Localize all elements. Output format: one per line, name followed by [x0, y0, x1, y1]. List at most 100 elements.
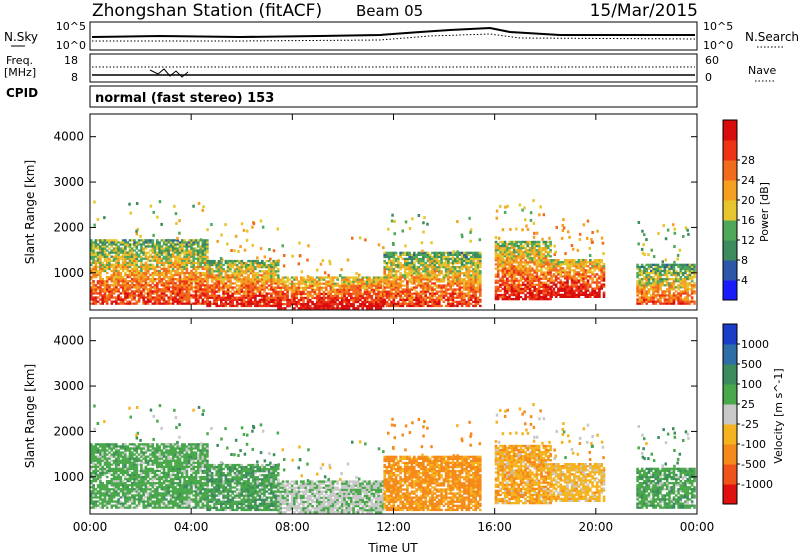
- echo-cell: [518, 203, 522, 207]
- echo-cell: [636, 302, 639, 305]
- echo-cell: [517, 240, 520, 244]
- echo-cell: [417, 278, 421, 281]
- echo-cell: [359, 284, 362, 287]
- echo-cell: [279, 296, 282, 300]
- echo-cell: [265, 274, 269, 277]
- echo-cell: [290, 294, 294, 298]
- echo-cell: [153, 251, 157, 254]
- echo-cell: [190, 276, 193, 279]
- echo-cell: [517, 291, 520, 295]
- echo-cell: [528, 275, 532, 278]
- echo-cell: [117, 249, 120, 252]
- echo-cell: [112, 273, 116, 277]
- echo-cell: [183, 292, 186, 295]
- echo-cell: [320, 305, 323, 308]
- echo-cell: [431, 261, 434, 265]
- echo-cell: [336, 305, 339, 308]
- echo-cell: [557, 263, 560, 266]
- echo-cell: [387, 284, 391, 287]
- echo-cell: [383, 276, 386, 279]
- echo-cell: [573, 271, 576, 274]
- echo-cell: [456, 288, 459, 291]
- echo-cell: [417, 292, 421, 295]
- echo-cell: [640, 292, 644, 295]
- echo-cell: [663, 292, 667, 295]
- echo-cell: [213, 284, 216, 287]
- echo-cell: [375, 284, 378, 287]
- echo-cell: [547, 251, 550, 254]
- echo-cell: [300, 270, 303, 274]
- echo-cell: [431, 304, 434, 308]
- echo-cell: [144, 253, 148, 256]
- echo-cell: [535, 231, 539, 235]
- echo-cell: [110, 269, 114, 273]
- echo-cell: [474, 270, 477, 273]
- echo-cell: [194, 300, 198, 303]
- echo-cell: [413, 276, 416, 279]
- echo-cell: [115, 267, 118, 271]
- echo-cell: [554, 271, 558, 274]
- echo-cell: [467, 257, 471, 261]
- echo-cell: [394, 288, 398, 291]
- echo-cell: [302, 276, 305, 279]
- echo-cell: [519, 253, 523, 256]
- echo-cell: [117, 294, 120, 297]
- echo-cell: [152, 233, 155, 237]
- echo-cell: [263, 280, 266, 283]
- echo-cell: [140, 282, 143, 285]
- echo-cell: [379, 303, 383, 306]
- echo-cell: [325, 282, 328, 285]
- echo-cell: [467, 253, 471, 256]
- echo-cell: [394, 272, 398, 275]
- echo-cell: [577, 287, 581, 290]
- echo-cell: [149, 286, 152, 289]
- echo-cell: [537, 287, 541, 291]
- echo-cell: [474, 296, 477, 299]
- echo-cell: [419, 286, 423, 289]
- echo-cell: [447, 302, 450, 305]
- echo-cell: [370, 290, 374, 293]
- echo-cell: [146, 263, 150, 266]
- echo-cell: [636, 280, 639, 283]
- echo-cell: [286, 300, 289, 304]
- echo-cell: [444, 274, 448, 277]
- echo-cell: [140, 296, 143, 299]
- echo-cell: [284, 298, 287, 302]
- echo-cell: [142, 278, 145, 281]
- echo-cell: [178, 280, 182, 283]
- echo-cell: [284, 280, 287, 283]
- echo-cell: [90, 288, 93, 291]
- echo-cell: [103, 292, 107, 295]
- echo-cell: [174, 298, 177, 301]
- echo-cell: [476, 268, 480, 271]
- echo-cell: [249, 259, 253, 263]
- echo-cell: [119, 263, 123, 266]
- echo-cell: [458, 296, 462, 299]
- echo-cell: [194, 292, 198, 295]
- echo-cell: [589, 263, 592, 266]
- echo-cell: [654, 284, 658, 287]
- echo-cell: [531, 269, 534, 272]
- echo-cell: [281, 303, 285, 306]
- echo-cell: [549, 255, 552, 258]
- echo-cell: [390, 288, 393, 291]
- echo-cell: [183, 288, 186, 291]
- echo-cell: [472, 276, 475, 279]
- echo-cell: [279, 280, 282, 283]
- echo-cell: [668, 288, 671, 291]
- echo-cell: [392, 280, 396, 283]
- echo-cell: [528, 291, 532, 295]
- echo-cell: [213, 278, 216, 281]
- echo-cell: [117, 247, 120, 250]
- echo-cell: [254, 261, 257, 265]
- echo-cell: [270, 280, 273, 283]
- echo-cell: [451, 292, 455, 295]
- echo-cell: [90, 263, 93, 266]
- echo-cell: [554, 291, 558, 294]
- echo-cell: [245, 278, 248, 281]
- echo-cell: [595, 279, 599, 282]
- echo-cell: [185, 255, 189, 258]
- echo-cell: [460, 282, 464, 285]
- echo-cell: [650, 298, 653, 301]
- echo-cell: [226, 280, 230, 283]
